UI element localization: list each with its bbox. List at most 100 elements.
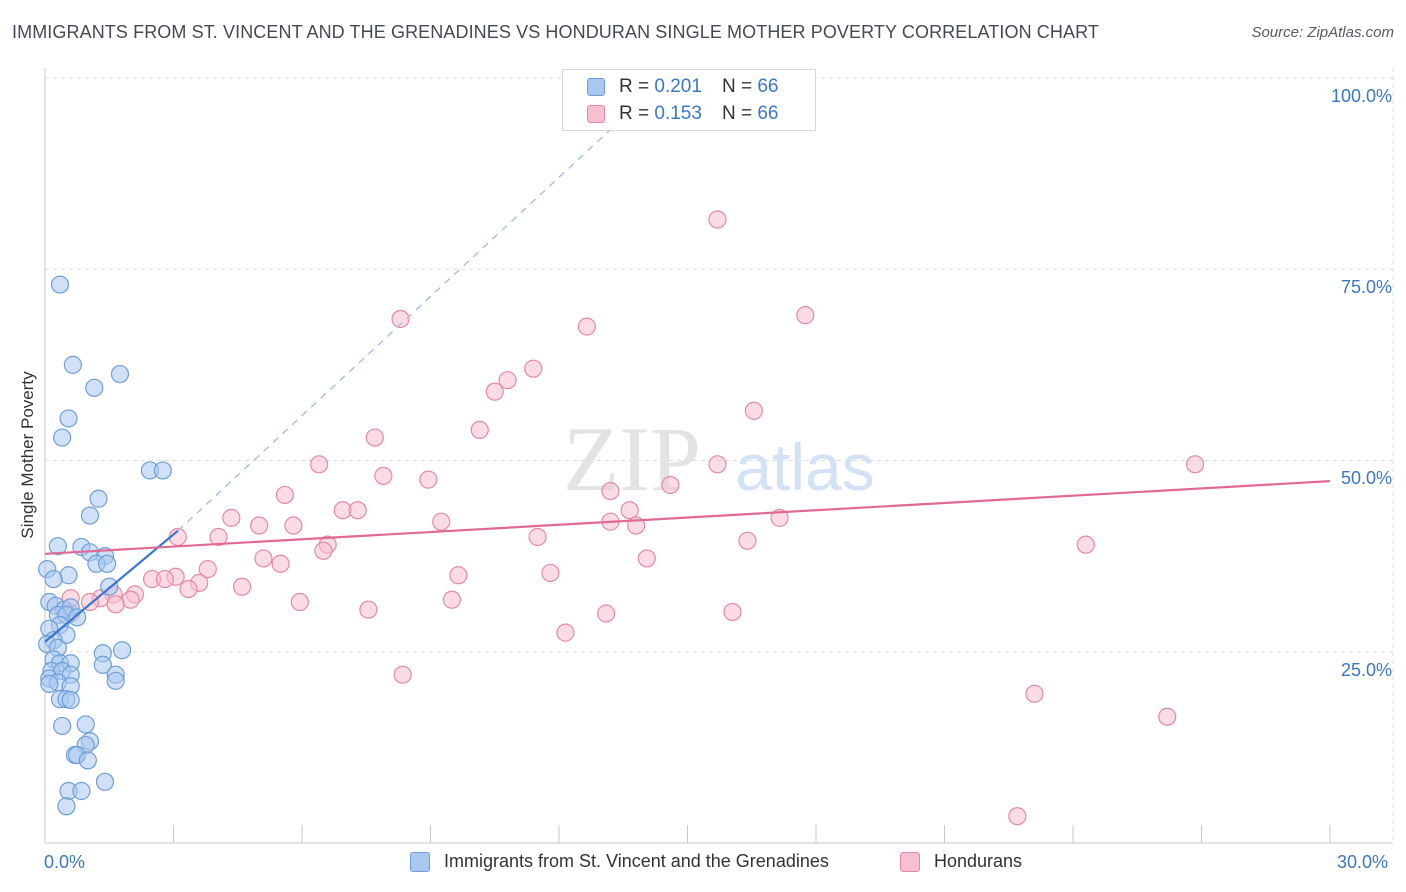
point-hondurans xyxy=(250,516,269,535)
point-st-vincent xyxy=(59,409,78,428)
point-st-vincent xyxy=(76,715,95,734)
point-hondurans xyxy=(597,604,616,623)
point-hondurans xyxy=(661,475,680,495)
point-st-vincent xyxy=(53,428,72,447)
bottom-legend-label: Hondurans xyxy=(934,851,1023,871)
point-hondurans xyxy=(419,470,438,489)
watermark: ZIP atlas xyxy=(563,408,875,510)
point-hondurans xyxy=(442,590,462,609)
point-hondurans xyxy=(1008,807,1027,826)
point-st-vincent xyxy=(57,797,76,816)
point-hondurans xyxy=(106,595,125,614)
point-hondurans xyxy=(796,306,815,325)
point-st-vincent xyxy=(106,671,125,690)
legend-row-st-vincent: R = 0.201 N = 66 xyxy=(587,74,778,100)
point-st-vincent xyxy=(95,772,115,791)
point-st-vincent xyxy=(72,781,91,801)
point-st-vincent xyxy=(110,364,130,384)
point-hondurans xyxy=(254,549,273,568)
point-hondurans xyxy=(723,602,742,622)
point-hondurans xyxy=(620,501,639,520)
y-tick-75: 75.0% xyxy=(1340,277,1392,297)
point-hondurans xyxy=(310,455,329,474)
point-hondurans xyxy=(393,665,412,684)
series-hondurans xyxy=(55,210,1205,826)
legend-n-value: 66 xyxy=(757,103,779,124)
point-hondurans xyxy=(391,309,410,329)
point-hondurans xyxy=(1158,707,1177,726)
point-st-vincent xyxy=(61,690,80,710)
point-st-vincent xyxy=(153,461,172,480)
point-hondurans xyxy=(222,508,241,527)
y-tick-25: 25.0% xyxy=(1340,660,1392,680)
trend-hondurans xyxy=(44,480,1331,555)
correlation-legend: R = 0.201 N = 66 R = 0.153 N = 66 xyxy=(562,69,816,131)
bottom-legend-swatch-pink xyxy=(900,851,920,872)
source-label: Source: ZipAtlas.com xyxy=(1251,24,1394,41)
point-hondurans xyxy=(290,592,309,612)
bottom-legend-hondurans: Hondurans xyxy=(900,851,1022,872)
point-st-vincent xyxy=(50,275,70,294)
point-st-vincent xyxy=(48,537,67,556)
point-hondurans xyxy=(1025,684,1044,703)
point-hondurans xyxy=(80,592,100,612)
y-tick-50: 50.0% xyxy=(1340,468,1392,488)
legend-n-value: 66 xyxy=(757,76,779,97)
point-hondurans xyxy=(524,359,543,378)
legend-n-label: N = xyxy=(721,76,753,97)
point-hondurans xyxy=(738,531,757,550)
point-st-vincent xyxy=(80,506,100,525)
point-st-vincent xyxy=(85,378,104,397)
point-hondurans xyxy=(470,420,489,439)
point-st-vincent xyxy=(78,751,97,770)
x-tick-max: 30.0% xyxy=(1337,852,1389,872)
point-hondurans xyxy=(198,560,217,579)
point-st-vincent xyxy=(40,674,59,693)
point-hondurans xyxy=(528,527,547,547)
point-hondurans xyxy=(708,455,727,474)
point-hondurans xyxy=(541,563,560,583)
legend-r-value: 0.153 xyxy=(654,103,702,124)
point-st-vincent xyxy=(53,716,72,736)
bottom-legend-label: Immigrants from St. Vincent and the Gren… xyxy=(444,851,829,871)
legend-row-hondurans: R = 0.153 N = 66 xyxy=(587,101,778,127)
legend-r-value: 0.201 xyxy=(654,76,702,97)
point-hondurans xyxy=(271,554,290,573)
x-tick-min: 0.0% xyxy=(44,852,86,872)
trend-st-vincent-extension xyxy=(177,77,667,532)
point-st-vincent xyxy=(63,355,82,374)
point-hondurans xyxy=(485,382,504,401)
y-tick-100: 100.0% xyxy=(1330,86,1392,106)
point-hondurans xyxy=(121,590,140,609)
point-hondurans xyxy=(374,466,393,485)
point-hondurans xyxy=(232,577,252,596)
trend-lines xyxy=(44,77,1331,643)
point-hondurans xyxy=(449,566,468,585)
point-hondurans xyxy=(155,569,175,589)
grid-lines xyxy=(45,68,1394,843)
watermark-zip: ZIP xyxy=(563,408,701,510)
legend-swatch-pink xyxy=(587,105,605,123)
point-hondurans xyxy=(365,428,384,447)
bottom-legend-swatch-blue xyxy=(410,851,430,872)
legend-r-label: R = xyxy=(619,76,650,97)
series-st-vincent xyxy=(38,275,172,816)
point-hondurans xyxy=(314,541,333,560)
point-hondurans xyxy=(179,579,198,599)
point-hondurans xyxy=(708,210,727,229)
point-st-vincent xyxy=(59,566,78,585)
legend-swatch-blue xyxy=(587,78,605,96)
legend-r-label: R = xyxy=(619,103,650,124)
point-hondurans xyxy=(348,501,367,520)
bottom-legend-st-vincent: Immigrants from St. Vincent and the Gren… xyxy=(410,851,829,872)
point-hondurans xyxy=(1185,455,1205,474)
trend-st-vincent xyxy=(44,530,179,643)
point-hondurans xyxy=(275,485,294,505)
axes xyxy=(44,68,1393,844)
chart-title: IMMIGRANTS FROM ST. VINCENT AND THE GREN… xyxy=(12,22,1099,42)
point-hondurans xyxy=(432,512,451,531)
point-hondurans xyxy=(601,482,620,501)
point-hondurans xyxy=(284,516,303,535)
point-st-vincent xyxy=(44,569,63,589)
